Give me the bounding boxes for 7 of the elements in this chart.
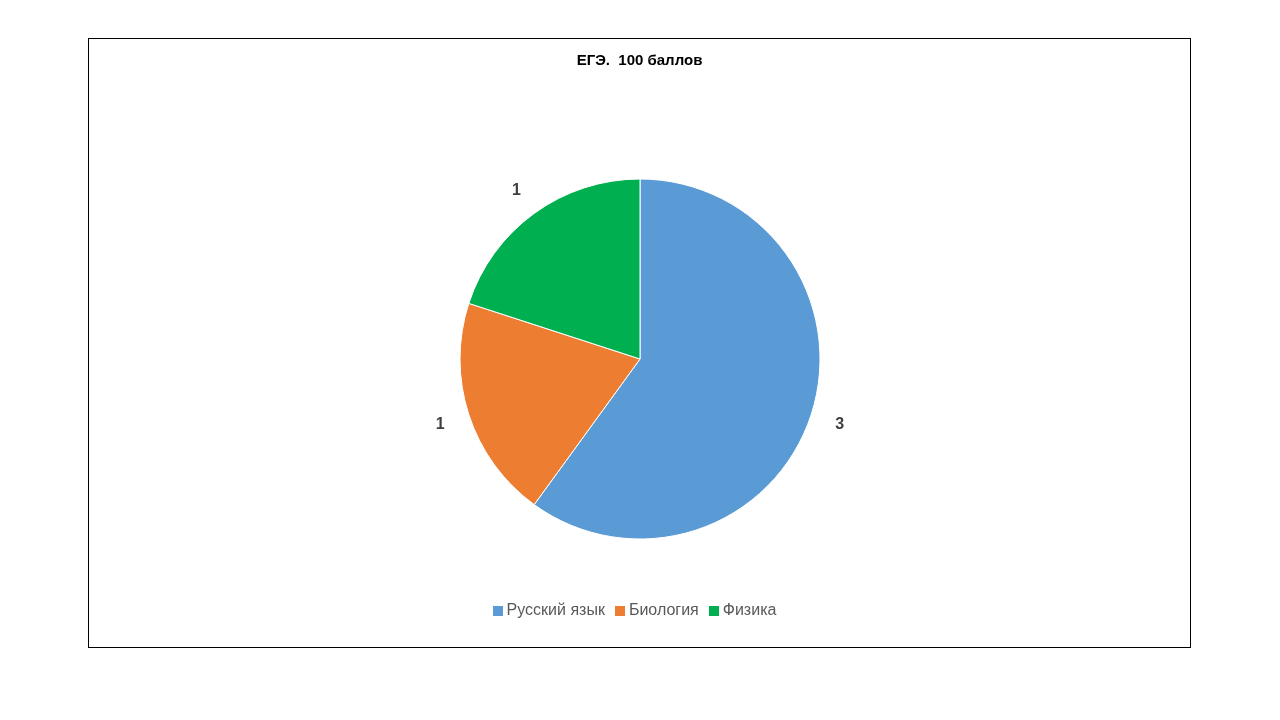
chart-title: ЕГЭ. 100 баллов [575,51,704,68]
legend-label: Физика [722,601,777,618]
data-label: 3 [835,415,845,433]
data-label: 1 [435,415,445,433]
legend-label: Русский язык [506,601,605,618]
data-label: 1 [512,180,522,198]
legend-label: Биология [628,601,699,618]
